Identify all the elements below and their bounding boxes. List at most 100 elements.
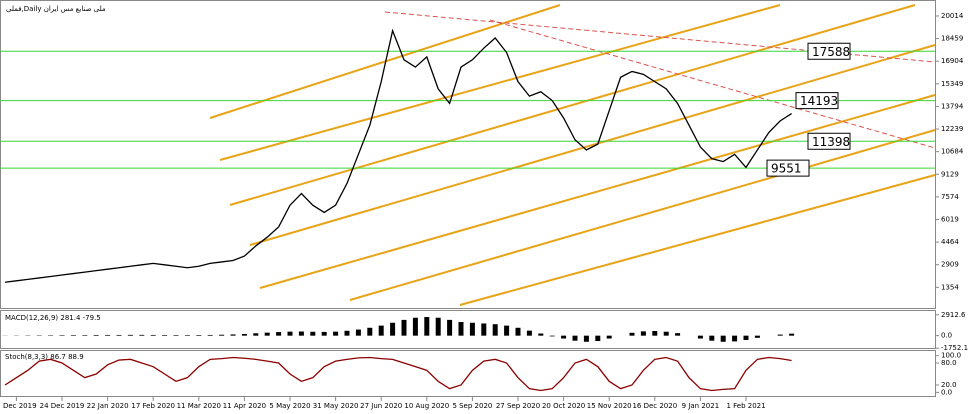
macd-bar xyxy=(447,319,453,336)
y-tick-label: 18459 xyxy=(941,35,963,43)
y-tick-label: 1354 xyxy=(941,283,959,291)
macd-bar xyxy=(538,333,544,336)
macd-bar xyxy=(401,319,407,336)
x-tick-label: 24 Dec 2019 xyxy=(40,402,85,410)
resistance-line xyxy=(489,19,936,149)
macd-bar xyxy=(333,331,339,336)
y-tick-label: 0.0 xyxy=(941,332,952,340)
y-tick-label: 15349 xyxy=(941,80,963,88)
y-tick-label: 12239 xyxy=(941,125,963,133)
y-tick-label: 2909 xyxy=(941,261,959,269)
macd-bar xyxy=(139,334,145,336)
macd-bar xyxy=(743,335,749,340)
macd-bar xyxy=(754,335,760,338)
stoch-title: Stoch(8,3,3) 86.7 88.9 xyxy=(5,353,84,361)
macd-bar xyxy=(70,335,76,336)
y-tick-label: 0.0 xyxy=(941,388,952,396)
macd-bar xyxy=(697,335,703,339)
macd-title: MACD(12,26,9) 281.4 -79.5 xyxy=(5,314,101,322)
macd-bar xyxy=(515,327,521,336)
level-box xyxy=(766,159,810,177)
macd-bar xyxy=(777,334,783,336)
x-tick-label: 5 Sep 2020 xyxy=(452,402,492,410)
macd-bar xyxy=(732,335,738,342)
chart-title: فملی,Daily ملی صنایع مس ایران xyxy=(6,5,106,13)
macd-bar xyxy=(709,335,715,341)
y-tick-label: 20.0 xyxy=(941,381,957,389)
y-tick-label: 4464 xyxy=(941,238,959,246)
macd-bar xyxy=(196,335,202,336)
macd-bar xyxy=(412,317,418,336)
macd-bar xyxy=(310,331,316,336)
price-line xyxy=(4,356,792,392)
macd-bar xyxy=(390,322,396,336)
x-tick-label: 11 Mar 2020 xyxy=(177,402,221,410)
macd-bar xyxy=(253,333,259,336)
main-panel xyxy=(0,0,936,309)
macd-bar xyxy=(82,335,88,336)
x-tick-label: 17 Feb 2020 xyxy=(131,402,175,410)
level-label: 9551 xyxy=(771,162,802,176)
y-tick-label: 2912.6 xyxy=(941,311,966,319)
x-tick-label: 2 Dec 2019 xyxy=(0,402,37,410)
macd-bar xyxy=(219,334,225,336)
level-label: 11398 xyxy=(812,135,850,149)
macd-bar xyxy=(640,331,646,336)
x-tick-label: 22 Jan 2020 xyxy=(87,402,129,410)
macd-bar xyxy=(492,324,498,336)
level-label: 17588 xyxy=(812,45,850,59)
x-tick-label: 15 Nov 2020 xyxy=(587,402,632,410)
macd-bar xyxy=(435,317,441,336)
y-tick-label: 16904 xyxy=(941,57,964,65)
macd-bar xyxy=(606,335,612,339)
x-tick-label: 27 Jun 2020 xyxy=(360,402,402,410)
macd-bar xyxy=(675,333,681,336)
macd-bar xyxy=(162,335,168,336)
macd-bar xyxy=(469,322,475,336)
y-tick-label: 20014 xyxy=(941,12,964,20)
level-box xyxy=(807,132,851,150)
macd-bar xyxy=(355,329,361,336)
macd-bar xyxy=(595,335,601,342)
channel-lines xyxy=(209,4,936,306)
macd-bar xyxy=(207,334,213,336)
macd-bar xyxy=(287,331,293,336)
macd-bar xyxy=(583,335,589,342)
macd-bar xyxy=(93,335,99,336)
macd-bar xyxy=(504,325,510,336)
x-tick-label: 10 Aug 2020 xyxy=(404,402,449,410)
macd-bar xyxy=(526,330,532,336)
x-tick-label: 16 Dec 2020 xyxy=(632,402,677,410)
x-tick-label: 11 Apr 2020 xyxy=(223,402,266,410)
y-tick-label: 6019 xyxy=(941,215,959,223)
macd-bar xyxy=(173,335,179,336)
macd-bar xyxy=(549,335,555,337)
macd-bar xyxy=(241,334,247,336)
y-tick-label: 100.0 xyxy=(941,352,961,360)
macd-bar xyxy=(150,334,156,336)
macd-bar xyxy=(298,331,304,336)
level-label: 14193 xyxy=(800,94,838,108)
macd-bar xyxy=(720,335,726,342)
macd-bar xyxy=(629,332,635,336)
macd-bar xyxy=(344,330,350,336)
x-tick-label: 20 Oct 2020 xyxy=(542,402,585,410)
macd-bar xyxy=(367,327,373,336)
y-tick-label: 7574 xyxy=(941,193,959,201)
macd-bar xyxy=(458,322,464,336)
level-box xyxy=(795,92,839,110)
macd-bar xyxy=(652,331,658,336)
macd-bar xyxy=(321,331,327,336)
macd-bar xyxy=(264,332,270,336)
stoch-panel xyxy=(0,350,936,397)
macd-bar xyxy=(230,334,236,336)
macd-panel xyxy=(0,310,936,349)
macd-bar xyxy=(127,334,133,336)
macd-bar xyxy=(59,335,65,336)
y-tick-label: -1752.1 xyxy=(941,344,968,352)
macd-bar xyxy=(481,323,487,336)
y-tick-label: 13794 xyxy=(941,102,964,110)
y-tick-label: 9129 xyxy=(941,170,959,178)
macd-bar xyxy=(561,335,567,339)
